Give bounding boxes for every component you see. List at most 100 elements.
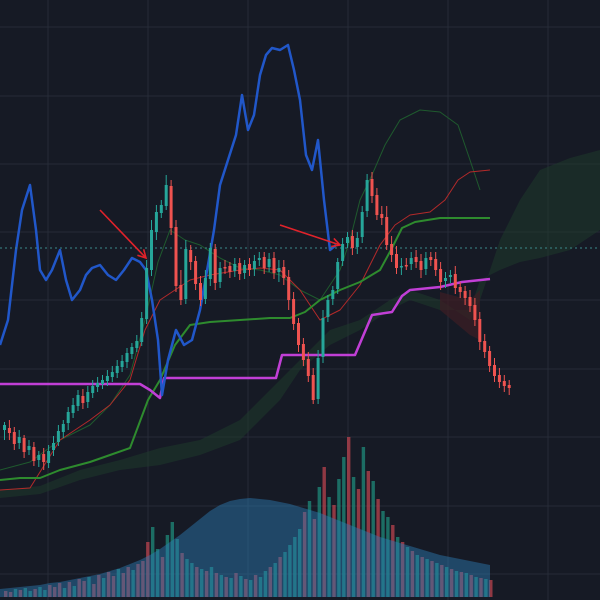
volume-bar xyxy=(317,487,321,597)
volume-bar xyxy=(351,477,356,597)
candle-body xyxy=(463,291,467,298)
annotation-arrow-head xyxy=(331,237,342,248)
candle-body xyxy=(262,257,266,268)
volume-ma-area xyxy=(0,498,490,597)
volume-bar xyxy=(72,586,76,597)
candle-body xyxy=(483,341,487,352)
candle-body xyxy=(311,375,315,400)
candle-body xyxy=(444,278,447,281)
candle-body xyxy=(238,263,242,274)
volume-bar xyxy=(449,569,454,597)
indicator-lines xyxy=(0,43,600,491)
volume-bar xyxy=(200,569,204,597)
volume-bar xyxy=(77,579,81,597)
volume-bar xyxy=(464,573,468,597)
volume-bar xyxy=(239,576,243,597)
volume-bar xyxy=(43,590,47,597)
candle-body xyxy=(346,237,349,243)
volume-bar xyxy=(337,479,341,597)
volume-bar xyxy=(23,588,27,597)
candle-body xyxy=(213,249,217,283)
volume-bar xyxy=(312,519,317,597)
volume-bar xyxy=(146,542,150,597)
volume-bar xyxy=(224,577,228,597)
volume-bar xyxy=(151,527,155,597)
candle-body xyxy=(194,261,198,284)
volume-bar xyxy=(425,559,429,597)
candle-body xyxy=(277,268,281,272)
candle-body xyxy=(488,351,492,366)
volume-bars xyxy=(0,437,493,597)
candle-body xyxy=(203,278,207,299)
volume-bar xyxy=(62,588,67,597)
volume-bar xyxy=(87,577,91,597)
candle-body xyxy=(272,258,276,273)
volume-bar xyxy=(322,467,326,597)
candle-body xyxy=(150,230,153,270)
candle-body xyxy=(439,269,443,282)
volume-bar xyxy=(415,555,419,597)
candle-body xyxy=(42,454,46,462)
candle-body xyxy=(267,259,271,267)
volume-bar xyxy=(381,511,385,597)
candle-body xyxy=(502,381,506,386)
volume-bar xyxy=(327,497,331,597)
candle-body xyxy=(252,261,256,269)
candle-body xyxy=(316,358,320,399)
candle-body xyxy=(355,238,359,247)
candle-body xyxy=(56,431,60,442)
candle-body xyxy=(507,385,511,388)
candle-body xyxy=(105,376,109,381)
candle-body xyxy=(61,424,65,432)
volume-bar xyxy=(307,501,312,597)
volume-bar xyxy=(278,557,282,597)
candle-body xyxy=(7,428,11,433)
candle-body xyxy=(101,380,104,384)
candle-body xyxy=(120,361,124,367)
volume-bar xyxy=(106,572,111,597)
volume-bar xyxy=(209,567,214,597)
base-line xyxy=(0,169,491,491)
candle-body xyxy=(424,258,428,269)
volume-bar xyxy=(366,471,370,597)
candle-body xyxy=(380,214,384,218)
candle-body xyxy=(179,285,183,300)
candle-body xyxy=(493,365,496,376)
volume-bar xyxy=(440,565,444,597)
volume-bar xyxy=(405,547,410,597)
candle-body xyxy=(434,259,438,270)
candle-body xyxy=(71,405,75,413)
annotations xyxy=(99,209,342,260)
candle-body xyxy=(199,283,202,300)
volume-bar xyxy=(454,571,459,597)
volume-bar xyxy=(180,553,184,597)
candle-body xyxy=(169,186,173,228)
candle-body xyxy=(497,375,501,382)
volume-bar xyxy=(249,580,253,597)
volume-bar xyxy=(8,592,13,597)
candle-body xyxy=(208,248,212,279)
volume-bar xyxy=(410,551,415,597)
candle-body xyxy=(478,319,482,342)
volume-bar xyxy=(361,447,366,597)
volume-bar xyxy=(288,545,292,597)
volume-bar xyxy=(97,575,101,597)
candle-body xyxy=(110,372,114,377)
candle-body xyxy=(395,254,398,268)
volume-bar xyxy=(253,575,258,597)
candle-body xyxy=(297,323,300,345)
volume-bar xyxy=(435,563,439,597)
volume-bar xyxy=(92,584,96,597)
candle-body xyxy=(414,257,418,262)
volume-bar xyxy=(484,579,488,597)
candle-body xyxy=(145,268,149,319)
candle-body xyxy=(189,250,193,262)
candle-body xyxy=(243,265,247,273)
volume-bar xyxy=(131,570,135,597)
candle-body xyxy=(154,212,158,232)
volume-bar xyxy=(420,557,424,597)
volume-bar xyxy=(190,563,194,597)
candle-body xyxy=(306,359,310,376)
volume-bar xyxy=(396,537,400,597)
